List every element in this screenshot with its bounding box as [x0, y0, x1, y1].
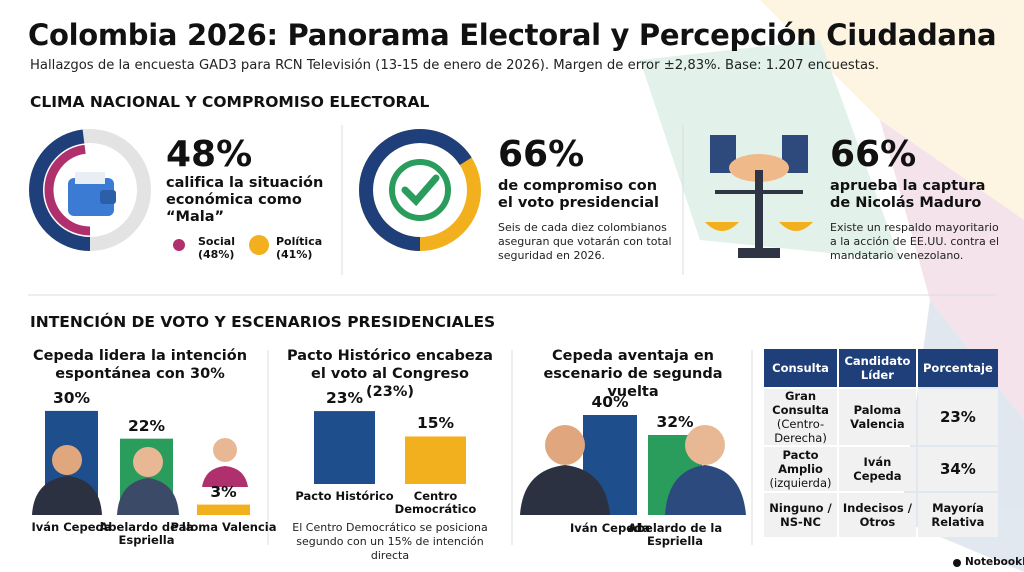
- person-illustration: [32, 425, 746, 515]
- table-cell: 34%: [917, 447, 998, 491]
- legend-text: Social: [198, 235, 235, 248]
- table-cell: Pacto Amplio (izquierda): [764, 447, 838, 491]
- stat-text: califica la situación económica como “Ma…: [166, 175, 324, 225]
- table-row: Pacto Amplio (izquierda) Iván Cepeda 34%: [764, 447, 998, 491]
- stat-value: 66%: [498, 134, 585, 175]
- table-cell: Mayoría Relativa: [917, 493, 998, 537]
- value-label: 3%: [210, 482, 237, 501]
- stat-value: 66%: [830, 134, 917, 175]
- table-wrap: Consulta Candidato Líder Porcentaje Gran C…: [762, 347, 1000, 539]
- table-cell: 23%: [917, 389, 998, 445]
- ring-arc: [359, 129, 481, 251]
- stat-text: aprueba la captura de Nicolás Maduro: [830, 178, 986, 211]
- table-header-cell: Porcentaje: [917, 349, 998, 387]
- table-row: Gran Consulta (Centro-Derecha) Paloma Vale…: [764, 389, 998, 445]
- category-label: Abelardo de la Espriella: [99, 520, 194, 547]
- table-body: Gran Consulta (Centro-Derecha) Paloma Vale…: [764, 389, 998, 537]
- brand-icon: [953, 559, 961, 567]
- value-label: 15%: [416, 414, 455, 433]
- category-label: Centro Democrático: [394, 489, 477, 516]
- category-label: Abelardo de la Espriella: [627, 521, 723, 548]
- title: Colombia 2026: Panorama Electoral y Perc…: [28, 18, 997, 52]
- consulta: Pacto Amplio: [778, 448, 823, 476]
- check-icon: [389, 159, 451, 221]
- chart-title: Cepeda lidera la intención espontánea co…: [32, 348, 248, 382]
- table-row: Ninguno / NS-NC Indecisos / Otros Mayoría …: [764, 493, 998, 537]
- legend-text: Política: [276, 235, 323, 248]
- brand: NotebookLM: [965, 556, 1024, 568]
- value-label: 40%: [591, 393, 629, 411]
- table-header-cell: Consulta: [764, 349, 838, 387]
- value-label: 22%: [127, 416, 166, 435]
- table-header-cell: Candidato Líder: [839, 349, 916, 387]
- detalle: (izquierda): [769, 476, 832, 490]
- chart-title: Pacto Histórico encabeza el voto al Cong…: [287, 348, 493, 400]
- category-label: Paloma Valencia: [170, 520, 277, 534]
- table-header: Consulta Candidato Líder Porcentaje: [764, 349, 998, 387]
- stat-note: Seis de cada diez colombianos aseguran q…: [498, 221, 672, 262]
- bar: [405, 436, 466, 484]
- ring-inner: [44, 144, 136, 236]
- legend-label: Social (48%): [198, 235, 235, 261]
- subtitle: Hallazgos de la encuesta GAD3 para RCN T…: [30, 58, 880, 73]
- bar: [197, 504, 250, 515]
- value-label: 32%: [656, 413, 694, 431]
- ring-arc: [29, 129, 151, 251]
- category-label: Pacto Histórico: [295, 489, 394, 503]
- table-cell: Gran Consulta (Centro-Derecha): [764, 389, 838, 445]
- stat-text: de compromiso con el voto presidencial: [498, 178, 660, 211]
- detalle: (Centro-Derecha): [774, 417, 827, 445]
- section-title: CLIMA NACIONAL Y COMPROMISO ELECTORAL: [30, 93, 430, 111]
- chart-title: Cepeda aventaja en escenario de segunda …: [543, 348, 723, 400]
- value-label: 30%: [52, 388, 91, 407]
- chart-note: El Centro Democrático se posiciona segun…: [292, 521, 488, 562]
- table: Consulta Candidato Líder Porcentaje Gran C…: [762, 347, 1000, 539]
- legend-swatch: [173, 239, 185, 251]
- category-label: Iván Cepeda: [31, 520, 112, 534]
- legend-swatch: [249, 235, 269, 255]
- legend-value: (48%): [198, 248, 235, 261]
- stat-note: Existe un respaldo mayoritario a la acci…: [830, 221, 1000, 262]
- value-label: 23%: [325, 389, 364, 408]
- table-cell: Ninguno / NS-NC: [764, 493, 838, 537]
- wallet-icon: [68, 172, 116, 216]
- consulta: Gran Consulta: [772, 389, 829, 417]
- category-label: Iván Cepeda: [570, 521, 650, 535]
- table-cell: Paloma Valencia: [839, 389, 916, 445]
- legend-label: Política (41%): [276, 235, 322, 261]
- legend-value: (41%): [276, 248, 313, 261]
- bar: [314, 411, 375, 484]
- table-cell: Indecisos / Otros: [839, 493, 916, 537]
- scales-icon: [705, 135, 813, 258]
- section-title: INTENCIÓN DE VOTO Y ESCENARIOS PRESIDENC…: [30, 313, 496, 331]
- table-cell: Iván Cepeda: [839, 447, 916, 491]
- consulta: Ninguno / NS-NC: [769, 501, 832, 529]
- stat-value: 48%: [166, 134, 253, 175]
